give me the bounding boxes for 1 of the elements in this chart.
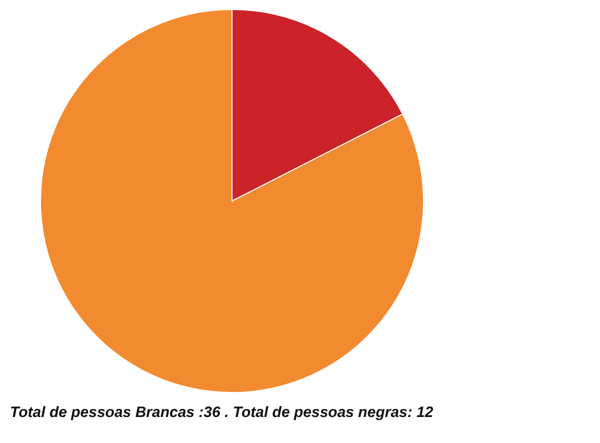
text: Total de pessoas Brancas :36 . Total de pessoas negras: 12	[10, 404, 434, 421]
